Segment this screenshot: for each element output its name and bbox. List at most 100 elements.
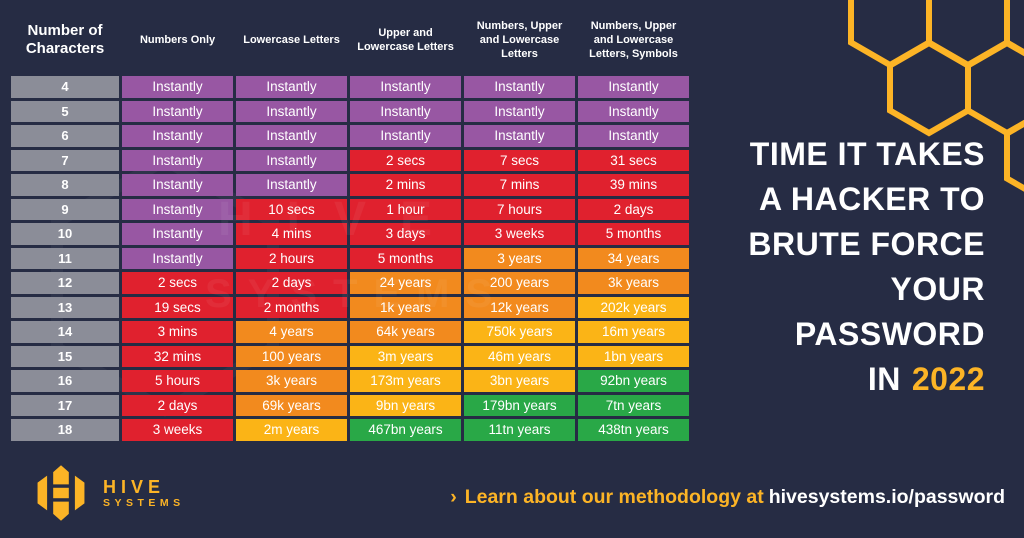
headline-line: YOUR bbox=[890, 271, 985, 307]
time-cell: 32 mins bbox=[122, 345, 234, 367]
table-row: 8 Instantly Instantly 2 mins 7 mins 39 mins bbox=[11, 174, 689, 196]
time-cell: 2 secs bbox=[122, 272, 234, 294]
char-count-cell: 18 bbox=[11, 419, 120, 441]
time-cell: 31 secs bbox=[578, 149, 689, 171]
methodology-cta: › Learn about our methodology at hivesyste… bbox=[450, 486, 1005, 509]
column-header: Numbers, Upper and Lowercase Letters, Sy… bbox=[589, 19, 678, 61]
time-cell: 179bn years bbox=[464, 394, 575, 416]
time-cell: Instantly bbox=[464, 100, 575, 122]
time-cell: 64k years bbox=[350, 321, 462, 343]
time-cell: 2m years bbox=[236, 419, 348, 441]
time-cell: 2 mins bbox=[350, 174, 462, 196]
time-cell: Instantly bbox=[236, 125, 348, 147]
time-cell: 92bn years bbox=[578, 370, 689, 392]
time-cell: 3 mins bbox=[122, 321, 234, 343]
time-cell: 3m years bbox=[350, 345, 462, 367]
time-cell: Instantly bbox=[578, 76, 689, 98]
time-cell: Instantly bbox=[578, 125, 689, 147]
char-count-cell: 6 bbox=[11, 125, 120, 147]
time-cell: 19 secs bbox=[122, 296, 234, 318]
brand-name: HIVE bbox=[103, 476, 166, 497]
column-header: Lowercase Letters bbox=[243, 33, 340, 46]
column-header: Numbers Only bbox=[139, 33, 216, 46]
time-cell: Instantly bbox=[122, 247, 234, 269]
time-cell: Instantly bbox=[122, 125, 234, 147]
time-cell: 16m years bbox=[578, 321, 689, 343]
table-row: 17 2 days 69k years 9bn years 179bn years 7tn… bbox=[11, 394, 689, 416]
time-cell: 4 mins bbox=[236, 223, 348, 245]
time-cell: 24 years bbox=[350, 272, 462, 294]
time-cell: 9bn years bbox=[350, 394, 462, 416]
char-count-cell: 17 bbox=[11, 394, 120, 416]
time-cell: 7 secs bbox=[464, 149, 575, 171]
table-row: 7 Instantly Instantly 2 secs 7 secs 31 secs bbox=[11, 149, 689, 171]
headline-line: A HACKER TO bbox=[759, 181, 985, 217]
time-cell: Instantly bbox=[350, 125, 462, 147]
cta-link: hivesystems.io/password bbox=[768, 486, 1005, 508]
time-cell: 5 months bbox=[350, 247, 462, 269]
time-cell: 3 weeks bbox=[122, 419, 234, 441]
time-cell: 467bn years bbox=[350, 419, 462, 441]
table-row: 15 32 mins 100 years 3m years 46m years 1bn y… bbox=[11, 345, 689, 367]
char-count-cell: 7 bbox=[11, 149, 120, 171]
table-row: 18 3 weeks 2m years 467bn years 11tn years 43… bbox=[11, 419, 689, 441]
time-cell: Instantly bbox=[464, 125, 575, 147]
headline-in: IN bbox=[867, 361, 901, 397]
char-count-cell: 5 bbox=[11, 100, 120, 122]
time-cell: 46m years bbox=[464, 345, 575, 367]
char-count-cell: 12 bbox=[11, 272, 120, 294]
table-row: 6 Instantly Instantly Instantly Instantly Ins… bbox=[11, 125, 689, 147]
time-cell: 2 days bbox=[578, 198, 689, 220]
time-cell: 1bn years bbox=[578, 345, 689, 367]
time-cell: Instantly bbox=[122, 76, 234, 98]
table-header-row: Number of Characters Numbers Only Lowercas… bbox=[11, 7, 689, 73]
table-row: 4 Instantly Instantly Instantly Instantly Ins… bbox=[11, 76, 689, 98]
time-cell: 202k years bbox=[578, 296, 689, 318]
headline: TIME IT TAKES A HACKER TO BRUTE FORCE YO… bbox=[665, 132, 985, 402]
table-row: 11 Instantly 2 hours 5 months 3 years 34 year… bbox=[11, 247, 689, 269]
headline-line: TIME IT TAKES bbox=[749, 136, 985, 172]
time-cell: 7 hours bbox=[464, 198, 575, 220]
time-cell: 1 hour bbox=[350, 198, 462, 220]
time-cell: 2 secs bbox=[350, 149, 462, 171]
time-cell: 5 hours bbox=[122, 370, 234, 392]
time-cell: Instantly bbox=[350, 76, 462, 98]
headline-line-final: IN 2022 bbox=[665, 357, 985, 402]
time-cell: 1k years bbox=[350, 296, 462, 318]
table-row: 13 19 secs 2 months 1k years 12k years 202k y… bbox=[11, 296, 689, 318]
table-row: 5 Instantly Instantly Instantly Instantly Ins… bbox=[11, 100, 689, 122]
table-row: 10 Instantly 4 mins 3 days 3 weeks 5 months bbox=[11, 223, 689, 245]
table-row: 9 Instantly 10 secs 1 hour 7 hours 2 days bbox=[11, 198, 689, 220]
time-cell: Instantly bbox=[236, 76, 348, 98]
time-cell: 2 months bbox=[236, 296, 348, 318]
time-cell: 11tn years bbox=[464, 419, 575, 441]
char-count-cell: 13 bbox=[11, 296, 120, 318]
chevron-right-icon: › bbox=[450, 486, 457, 508]
char-count-cell: 10 bbox=[11, 223, 120, 245]
time-cell: 3bn years bbox=[464, 370, 575, 392]
time-cell: 34 years bbox=[578, 247, 689, 269]
char-count-cell: 9 bbox=[11, 198, 120, 220]
time-cell: 69k years bbox=[236, 394, 348, 416]
time-cell: 3 weeks bbox=[464, 223, 575, 245]
table-row: 14 3 mins 4 years 64k years 750k years 16m ye… bbox=[11, 321, 689, 343]
table-row: 12 2 secs 2 days 24 years 200 years 3k years bbox=[11, 272, 689, 294]
table-body: 4 Instantly Instantly Instantly Instantly Ins… bbox=[11, 76, 689, 441]
time-cell: Instantly bbox=[122, 223, 234, 245]
column-header: Upper and Lowercase Letters bbox=[357, 26, 454, 53]
char-count-cell: 15 bbox=[11, 345, 120, 367]
hive-systems-logo: HIVE SYSTEMS bbox=[30, 460, 185, 526]
time-cell: Instantly bbox=[236, 174, 348, 196]
password-time-table: Number of Characters Numbers Only Lowercas… bbox=[8, 4, 692, 444]
time-cell: 438tn years bbox=[578, 419, 689, 441]
headline-year: 2022 bbox=[911, 361, 985, 397]
char-count-cell: 14 bbox=[11, 321, 120, 343]
time-cell: Instantly bbox=[236, 100, 348, 122]
time-cell: 5 months bbox=[578, 223, 689, 245]
time-cell: 10 secs bbox=[236, 198, 348, 220]
time-cell: Instantly bbox=[122, 174, 234, 196]
headline-line: PASSWORD bbox=[794, 316, 985, 352]
time-cell: Instantly bbox=[236, 149, 348, 171]
time-cell: 2 days bbox=[122, 394, 234, 416]
time-cell: 12k years bbox=[464, 296, 575, 318]
